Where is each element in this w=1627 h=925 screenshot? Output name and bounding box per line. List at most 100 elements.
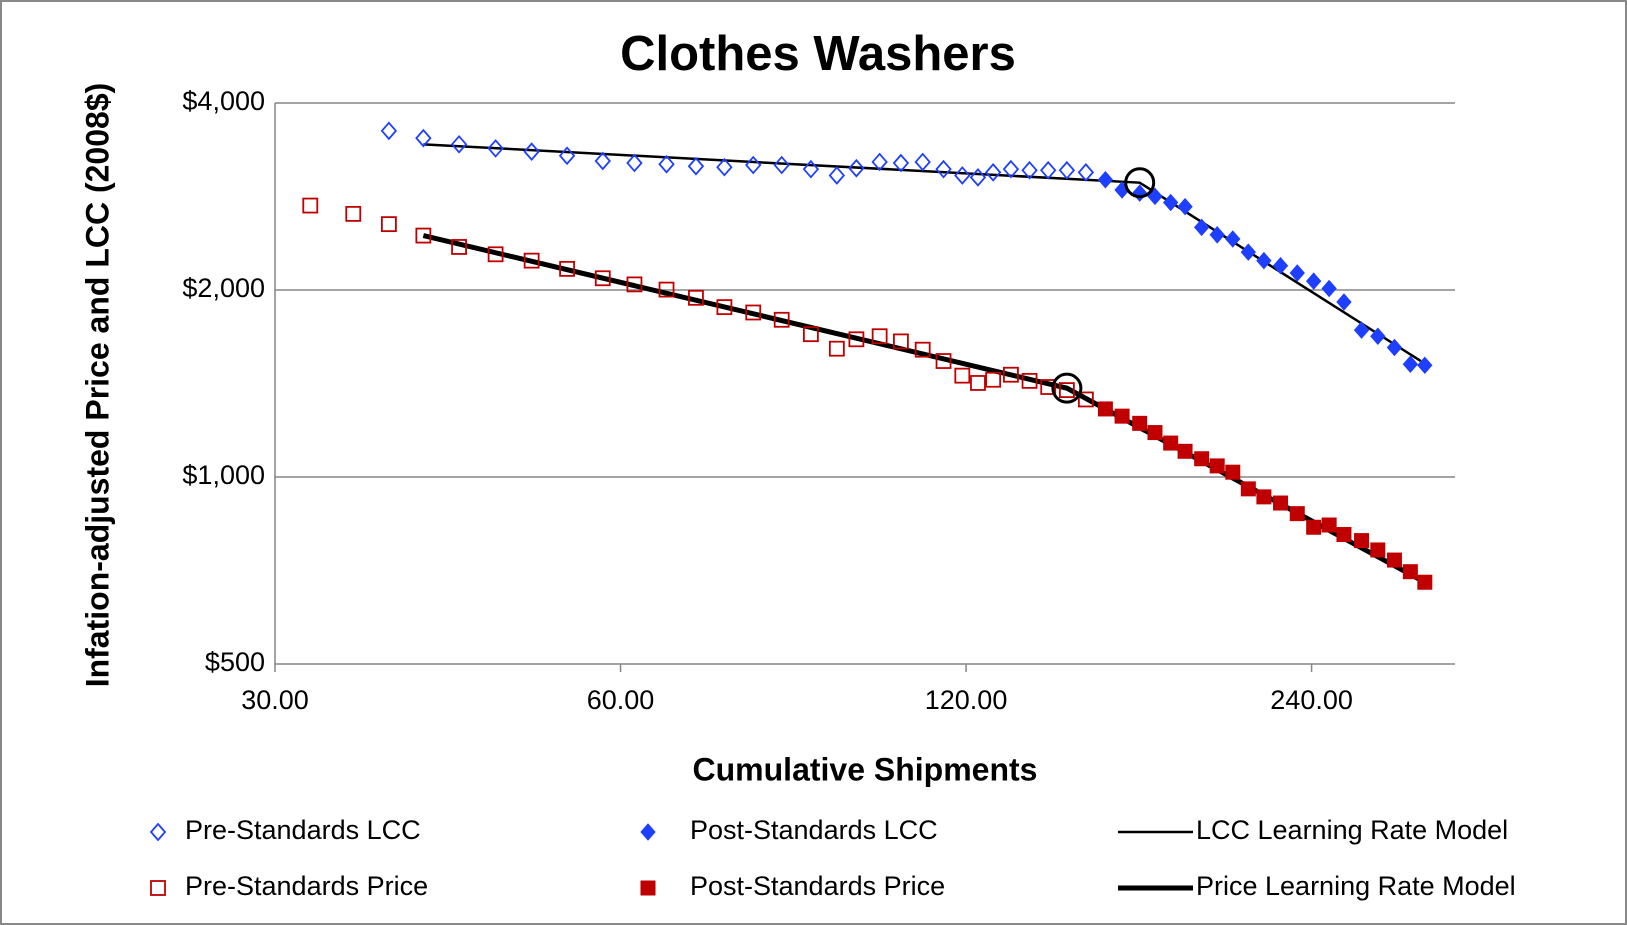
x-axis-label: Cumulative Shipments [693, 751, 1038, 787]
point [1273, 495, 1289, 511]
point [1354, 533, 1370, 549]
point [594, 270, 611, 287]
point [914, 341, 931, 358]
point [594, 151, 611, 171]
point [848, 331, 865, 348]
point [523, 142, 540, 162]
point [871, 152, 888, 172]
chart-title: Clothes Washers [620, 27, 1016, 81]
point [1353, 321, 1370, 339]
point [1077, 163, 1095, 182]
point [1209, 458, 1225, 474]
point [1386, 338, 1403, 357]
point [1193, 218, 1210, 237]
point [1306, 272, 1322, 290]
point [1002, 159, 1020, 179]
point [935, 353, 952, 369]
legend-swatch [149, 822, 167, 842]
point [970, 375, 986, 391]
point [1177, 443, 1193, 459]
point [745, 155, 762, 175]
x-tick-label: 60.00 [587, 685, 655, 715]
point [828, 340, 845, 357]
point [626, 276, 643, 293]
point [1289, 506, 1305, 522]
point [558, 146, 576, 166]
point [893, 333, 909, 350]
point [1272, 257, 1289, 275]
point [1417, 356, 1433, 375]
point [345, 205, 362, 222]
point [969, 168, 987, 187]
point [1058, 382, 1075, 399]
point [914, 152, 931, 172]
point [984, 163, 1002, 182]
legend-label: Post-Standards LCC [690, 815, 938, 845]
point [1163, 435, 1179, 451]
point [1402, 355, 1419, 373]
legend-label: Pre-Standards LCC [185, 815, 421, 845]
point [415, 227, 432, 244]
y-tick-label: $1,000 [182, 460, 265, 490]
point [1114, 408, 1130, 424]
point [1194, 451, 1210, 467]
point [1306, 519, 1322, 535]
point [626, 153, 643, 173]
point [1321, 279, 1337, 298]
point [1240, 243, 1257, 261]
point [1097, 170, 1114, 189]
point [302, 197, 319, 214]
point [1040, 379, 1057, 395]
point [658, 154, 675, 174]
point [773, 311, 790, 328]
x-tick-label: 240.00 [1270, 685, 1353, 715]
point [1058, 160, 1076, 180]
legend-swatch [150, 880, 166, 896]
point [451, 239, 467, 255]
point [1370, 327, 1386, 345]
point [523, 252, 540, 269]
point [487, 246, 504, 263]
point [450, 134, 468, 154]
point [1003, 366, 1019, 383]
point [802, 326, 819, 343]
point [871, 328, 888, 345]
point [1240, 481, 1256, 497]
point [415, 128, 432, 148]
point [688, 289, 704, 306]
point [1021, 372, 1038, 389]
point [773, 155, 790, 175]
point [1289, 264, 1305, 282]
legend-swatch [640, 880, 656, 896]
point [1163, 193, 1179, 212]
point [658, 281, 675, 298]
point [954, 367, 971, 384]
y-tick-label: $2,000 [182, 273, 265, 303]
point [1336, 293, 1352, 311]
point [1321, 517, 1337, 533]
point [1256, 251, 1272, 270]
x-tick-label: 30.00 [241, 685, 309, 715]
point [954, 166, 971, 185]
point [828, 166, 846, 185]
point [687, 156, 705, 176]
point [985, 371, 1002, 388]
point [716, 299, 733, 316]
legend-label: Price Learning Rate Model [1196, 871, 1516, 901]
point [1402, 564, 1418, 580]
point [1370, 542, 1386, 558]
y-axis-label: Infation-adjusted Price and LCC (2008$) [79, 83, 115, 688]
point [1209, 226, 1225, 244]
y-tick-label: $500 [205, 647, 265, 677]
point [1147, 425, 1163, 441]
point [1225, 230, 1241, 248]
point [848, 158, 865, 178]
point [1336, 527, 1352, 543]
point [716, 157, 733, 177]
point [1256, 489, 1272, 505]
point [380, 216, 397, 233]
point [1021, 160, 1038, 180]
point [1225, 464, 1241, 480]
point [559, 260, 575, 277]
